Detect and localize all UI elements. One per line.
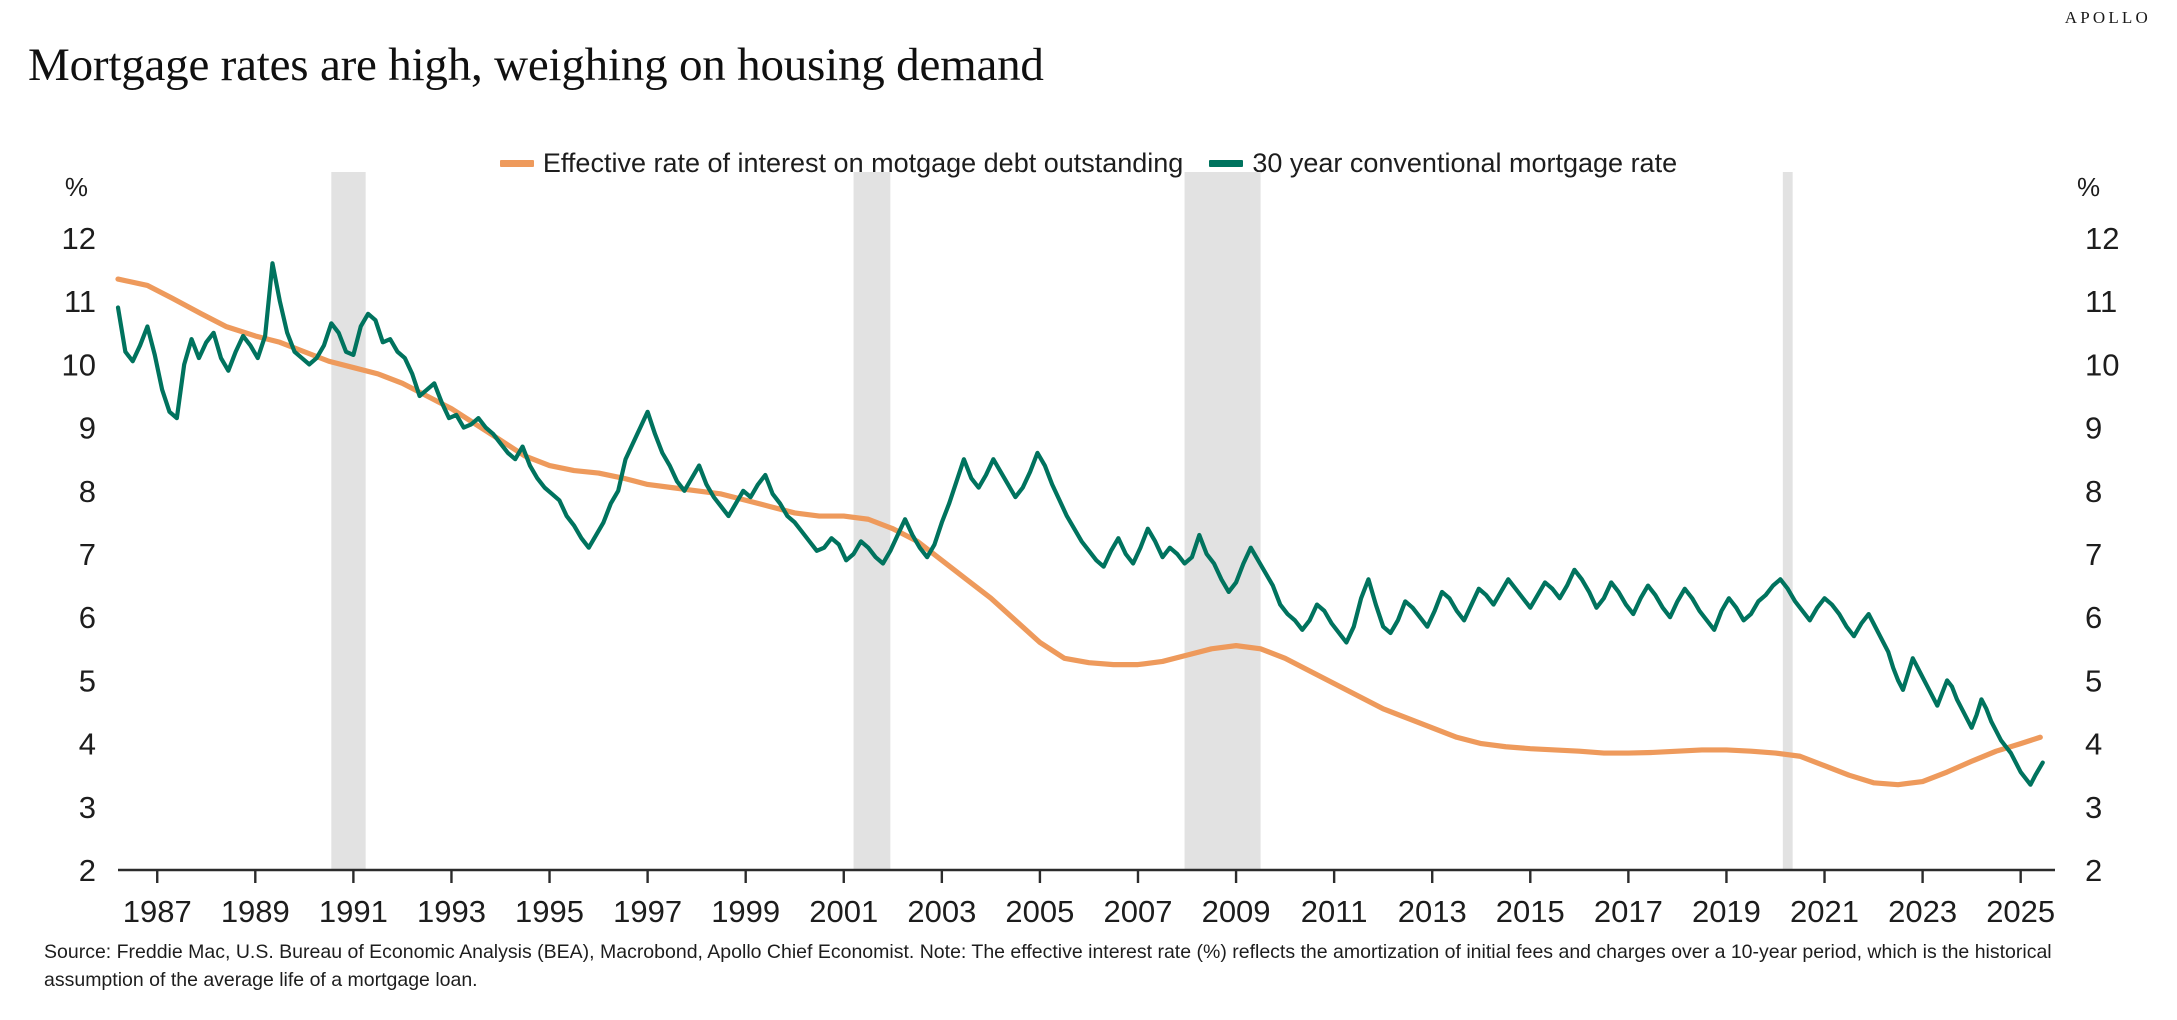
recession-band-3 (1782, 172, 1793, 870)
recession-bands (331, 172, 1793, 870)
x-tick-label: 1993 (417, 894, 486, 929)
recession-band-2 (1184, 172, 1261, 870)
y-tick-label-right: 3 (2085, 790, 2102, 825)
y-tick-label-left: 12 (62, 221, 96, 256)
x-tick-label: 2013 (1398, 894, 1467, 929)
x-tick-label: 1987 (123, 894, 192, 929)
x-tick-label: 2003 (907, 894, 976, 929)
y-tick-label-left: 3 (79, 790, 96, 825)
x-tick-label: 1989 (221, 894, 290, 929)
y-tick-label-left: 6 (79, 600, 96, 635)
legend-label-mortgage-rate-30y: 30 year conventional mortgage rate (1252, 148, 1678, 178)
series-line-effective-rate (115, 276, 2043, 788)
x-tick-label: 2023 (1888, 894, 1957, 929)
series-line-mortgage-rate-30y (115, 261, 2045, 787)
legend-item-mortgage-rate-30y: 30 year conventional mortgage rate (1209, 148, 1677, 179)
y-tick-label-right: 5 (2085, 663, 2102, 698)
x-tick-label: 2007 (1104, 894, 1173, 929)
apollo-logo: APOLLO (2064, 8, 2151, 27)
y-tick-label-right: 10 (2085, 347, 2119, 382)
y-tick-label-right: 11 (2085, 284, 2117, 319)
x-tick-label: 1997 (613, 894, 682, 929)
y-tick-label-left: 2 (79, 853, 96, 888)
page-title: Mortgage rates are high, weighing on hou… (28, 39, 1044, 91)
recession-band-0 (331, 172, 366, 870)
y-tick-label-right: 12 (2085, 221, 2119, 256)
x-tick-label: 1995 (515, 894, 584, 929)
y-axis-ticks: 12 12 11 11 10 10 9 9 8 8 7 7 6 6 5 5 4 4 3 3 2 2%% (62, 172, 2120, 888)
x-tick-label: 2005 (1005, 894, 1074, 929)
chart-legend: Effective rate of interest on motgage de… (0, 148, 2177, 179)
y-tick-label-right: 9 (2085, 411, 2102, 446)
x-tick-label: 2019 (1692, 894, 1761, 929)
y-axis-unit-left: % (65, 172, 88, 202)
y-tick-label-right: 2 (2085, 853, 2102, 888)
y-tick-label-right: 6 (2085, 600, 2102, 635)
x-tick-label: 2025 (1986, 894, 2055, 929)
y-tick-label-right: 4 (2085, 727, 2102, 762)
y-tick-label-right: 8 (2085, 474, 2102, 509)
legend-swatch-green (1209, 160, 1244, 167)
x-tick-label: 2001 (809, 894, 878, 929)
x-tick-label: 2011 (1301, 894, 1368, 929)
legend-swatch-orange (499, 160, 534, 167)
x-tick-label: 2015 (1496, 894, 1565, 929)
x-tick-label: 1999 (711, 894, 780, 929)
x-tick-label: 2009 (1202, 894, 1271, 929)
y-tick-label-right: 7 (2085, 537, 2102, 572)
y-tick-label-left: 7 (79, 537, 96, 572)
x-tick-label: 1991 (319, 894, 388, 929)
x-tick-label: 2021 (1790, 894, 1859, 929)
y-tick-label-left: 4 (79, 727, 96, 762)
y-tick-label-left: 10 (62, 347, 96, 382)
y-tick-label-left: 8 (79, 474, 96, 509)
y-tick-label-left: 9 (79, 411, 96, 446)
source-note: Source: Freddie Mac, U.S. Bureau of Econ… (44, 941, 2052, 992)
y-axis-unit-right: % (2077, 172, 2100, 202)
x-tick-label: 2017 (1594, 894, 1663, 929)
x-axis-ticks: 1987 1989 1991 1993 1995 1997 1999 2001 2003 2005… (123, 870, 2055, 929)
y-tick-label-left: 11 (64, 284, 96, 319)
y-tick-label-left: 5 (79, 663, 96, 698)
